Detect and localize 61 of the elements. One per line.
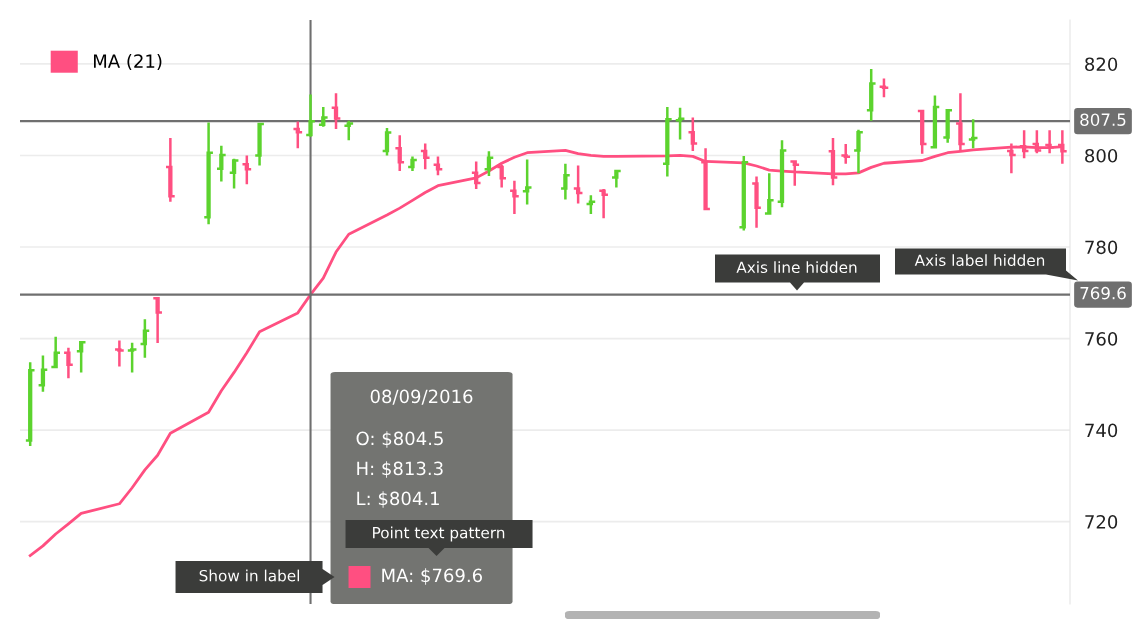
candlestick [674, 106, 686, 141]
candlestick [661, 105, 673, 178]
annotation: Point text pattern [373, 526, 505, 542]
candlestick [521, 158, 533, 206]
candlestick [62, 346, 74, 380]
legend-label: MA (21) [93, 53, 162, 71]
y-tick-label: 720 [1085, 515, 1118, 529]
y-tick-label: 740 [1085, 423, 1118, 438]
candlestick [317, 105, 329, 128]
candlestick [470, 160, 482, 191]
annotation: Show in label [199, 569, 300, 582]
candlestick [585, 194, 597, 216]
candlestick [406, 155, 419, 173]
candlestick [228, 157, 240, 190]
candlestick [572, 164, 584, 205]
candlestick [432, 155, 444, 177]
candlestick [598, 187, 610, 220]
candlestick [343, 119, 355, 142]
candlestick [559, 162, 571, 201]
candlestick [967, 118, 979, 150]
annotation: Axis label hidden [914, 254, 1045, 267]
candlestick [508, 179, 520, 216]
candlestick [126, 341, 138, 374]
candlestick [789, 159, 801, 187]
candlestick [496, 163, 508, 189]
candlestick [610, 169, 622, 189]
candlestick [419, 142, 431, 171]
candlestick [215, 144, 227, 183]
candlestick [304, 93, 317, 138]
y-tick-label: 780 [1085, 240, 1118, 255]
candlestick [113, 339, 125, 368]
candlestick [750, 175, 763, 230]
candlestick [75, 340, 87, 374]
candlestick [840, 142, 852, 165]
candlestick [394, 134, 406, 173]
candlestick [152, 297, 164, 345]
candlestick [687, 116, 699, 153]
candlestick [330, 91, 342, 131]
candlestick [852, 128, 865, 175]
candlestick [865, 67, 877, 122]
annotation: MA: $769.6 [382, 568, 483, 585]
annotation: H: $813.3 [357, 461, 443, 478]
candlestick [203, 121, 215, 226]
candlestick [878, 77, 890, 99]
y-tick-label: 820 [1085, 57, 1118, 72]
annotation: 08/09/2016 [370, 389, 473, 405]
candlestick [50, 335, 62, 369]
candlestick [139, 318, 151, 360]
y-tick-label: 800 [1085, 148, 1118, 163]
ref-line-label: 769.6 [1080, 286, 1126, 300]
candlestick [164, 136, 176, 203]
annotation: O: $804.5 [356, 431, 443, 448]
candlestick [763, 172, 775, 216]
candlestick [241, 154, 253, 186]
annotation: L: $804.1 [357, 491, 439, 508]
y-tick-label: 760 [1085, 332, 1118, 346]
candlestick [253, 122, 266, 167]
candlestick [37, 354, 49, 393]
candlestick [292, 120, 304, 150]
ref-line-label: 807.5 [1080, 113, 1126, 126]
annotation: Axis line hidden [736, 261, 857, 274]
